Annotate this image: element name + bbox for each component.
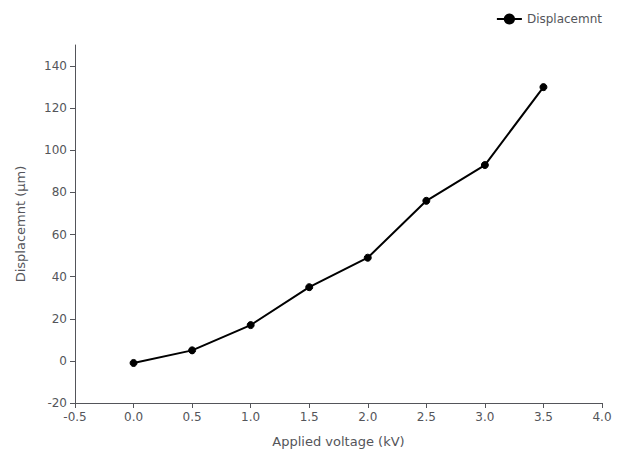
- svg-text:100: 100: [44, 143, 67, 157]
- svg-text:Displacemnt: Displacemnt: [527, 12, 602, 26]
- svg-text:0.5: 0.5: [183, 410, 202, 424]
- svg-text:20: 20: [52, 312, 67, 326]
- svg-text:4.0: 4.0: [592, 410, 611, 424]
- svg-text:140: 140: [44, 59, 67, 73]
- svg-text:Displacemnt (μm): Displacemnt (μm): [13, 166, 28, 283]
- svg-text:40: 40: [52, 270, 67, 284]
- svg-text:2.5: 2.5: [417, 410, 436, 424]
- svg-text:1.0: 1.0: [241, 410, 260, 424]
- svg-text:80: 80: [52, 185, 67, 199]
- svg-text:3.5: 3.5: [534, 410, 553, 424]
- svg-text:0.0: 0.0: [124, 410, 143, 424]
- svg-text:2.0: 2.0: [358, 410, 377, 424]
- svg-text:120: 120: [44, 101, 67, 115]
- svg-text:Applied voltage (kV): Applied voltage (kV): [272, 434, 404, 449]
- svg-text:3.0: 3.0: [475, 410, 494, 424]
- svg-text:-20: -20: [47, 396, 67, 410]
- svg-text:60: 60: [52, 228, 67, 242]
- svg-text:0: 0: [59, 354, 67, 368]
- svg-text:-0.5: -0.5: [63, 410, 86, 424]
- svg-text:1.5: 1.5: [300, 410, 319, 424]
